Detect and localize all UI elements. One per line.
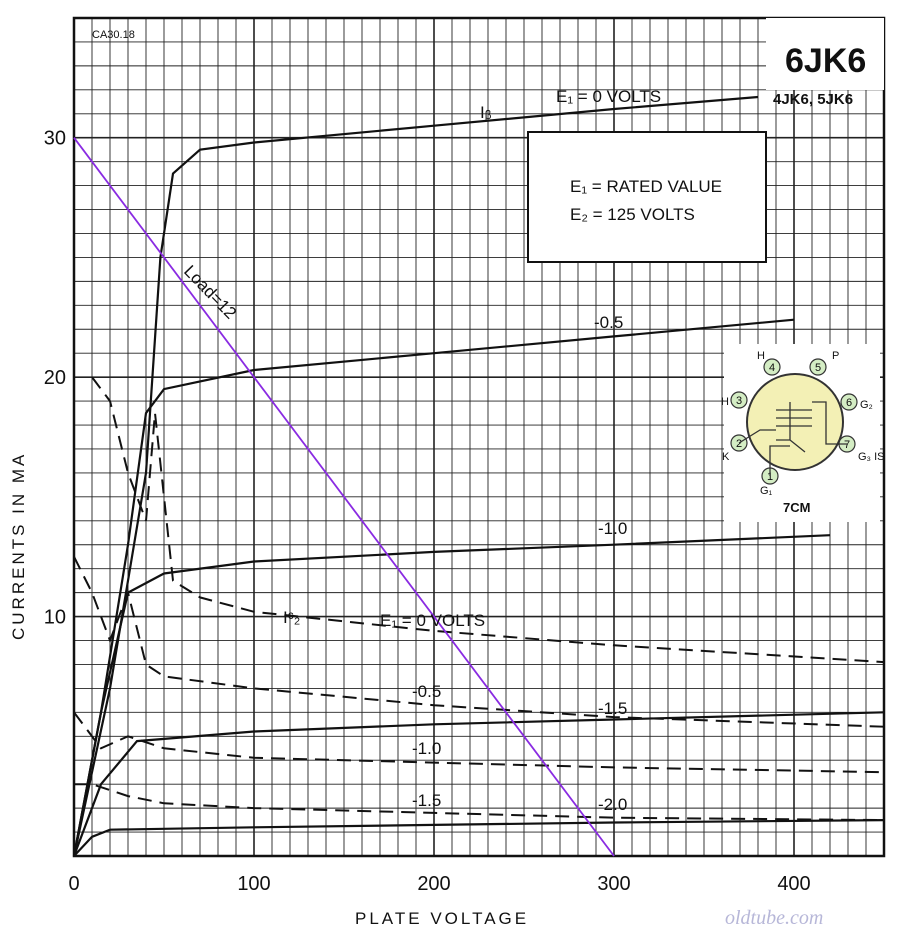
x-tick-label: 0 [68, 873, 79, 895]
plate-label-0-5: -0.5 [594, 313, 623, 332]
plot-frame [72, 16, 886, 858]
pin-name: G₃ IS [858, 451, 885, 463]
y-tick-label: 20 [44, 367, 66, 389]
pin-name: P [832, 350, 839, 362]
pin-number: 1 [767, 471, 773, 483]
axes: 0 100 200 300 400 10 20 30 [44, 16, 886, 895]
tube-title-box: 6JK6 4JK6, 5JK6 [766, 18, 884, 108]
pin-number: 5 [815, 362, 821, 374]
tube-alt-types: 4JK6, 5JK6 [773, 91, 853, 108]
plate-label-1-0: -1.0 [598, 519, 627, 538]
watermark: oldtube.com [725, 907, 823, 929]
x-axis-title: PLATE VOLTAGE [355, 909, 529, 928]
plate-current-curve [72, 318, 795, 857]
pin-name: H [757, 350, 765, 362]
pin-4 [763, 358, 781, 376]
screen-label-1-5: -1.5 [412, 791, 441, 810]
x-tick-label: 200 [417, 873, 450, 895]
x-tick-label: 400 [777, 873, 810, 895]
pin-number: 3 [736, 395, 742, 407]
screen-label-1-0: -1.0 [412, 739, 441, 758]
plate-current-curve [72, 711, 885, 857]
ic2-label: Iᶜ₂ [283, 608, 300, 627]
screen-label-0-5: -0.5 [412, 682, 441, 701]
chart-code: CA30.18 [92, 29, 135, 41]
y-tick-label: 30 [44, 128, 66, 150]
load-line [73, 137, 615, 857]
pin-name: H [721, 396, 729, 408]
pin-name: K [722, 451, 730, 463]
conditions-box: E₁ = RATED VALUE E₂ = 125 VOLTS [527, 131, 767, 263]
plate-current-curve [72, 95, 759, 857]
condition-ef: E₁ = RATED VALUE [570, 177, 722, 196]
electrode-sketch [738, 401, 847, 476]
y-tick-label: 10 [44, 607, 66, 629]
pin-5 [809, 358, 827, 376]
pin-number: 2 [736, 438, 742, 450]
screen-current-curve [73, 711, 885, 774]
plate-label-1-5: -1.5 [598, 699, 627, 718]
ib-label: Iᵦ [480, 103, 492, 122]
tube-title: 6JK6 [785, 42, 866, 80]
y-axis-title: CURRENTS IN MA [9, 452, 28, 640]
pin-3 [730, 391, 748, 409]
x-tick-label: 300 [597, 873, 630, 895]
series-group [72, 95, 885, 857]
pin-name: G₂ [860, 399, 873, 411]
screen-current-curve [73, 556, 885, 728]
condition-ec2: E₂ = 125 VOLTS [570, 205, 695, 224]
plate-label-2-0: -2.0 [598, 795, 627, 814]
pin-6 [840, 393, 858, 411]
tube-envelope [746, 373, 844, 471]
x-tick-label: 100 [237, 873, 270, 895]
plate-label-0v: E₁ = 0 VOLTS [556, 87, 661, 106]
screen-current-curve [74, 783, 885, 822]
pin-name: G₁ [760, 485, 773, 497]
plate-current-curve [72, 534, 831, 857]
plate-current-curve [73, 819, 885, 857]
pin-number: 7 [844, 439, 850, 451]
screen-current-curve [91, 376, 885, 664]
pin-number: 4 [769, 362, 775, 374]
basing-code: 7CM [783, 500, 810, 515]
pin-number: 6 [846, 397, 852, 409]
screen-label-0v: E₁ = 0 VOLTS [380, 611, 485, 630]
